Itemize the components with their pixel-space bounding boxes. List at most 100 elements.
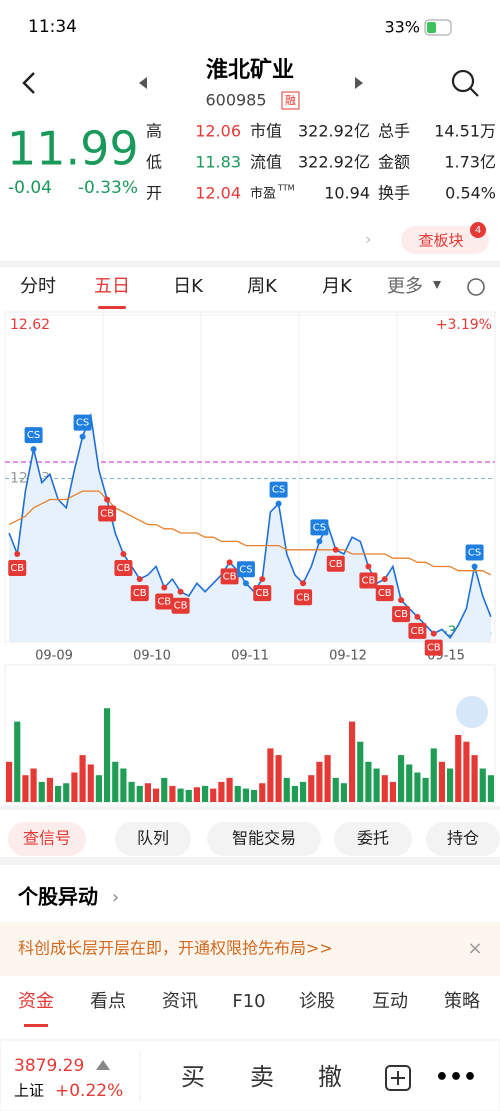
prev[interactable] — [139, 77, 147, 89]
stock-name: 淮北矿业 — [206, 57, 294, 83]
volume-bar — [349, 721, 356, 802]
stat-value: 10.94 — [324, 184, 370, 203]
stat-label: 低 — [146, 153, 162, 172]
volume-bar — [22, 775, 29, 802]
volume-bar — [242, 788, 249, 802]
volume-bar — [71, 772, 78, 802]
volume-bar — [136, 785, 143, 802]
content-tab[interactable]: 资金 — [18, 991, 54, 1012]
content-tab[interactable]: 策略 — [444, 991, 480, 1012]
badge-count: 4 — [475, 225, 481, 236]
volume-bar — [275, 755, 282, 802]
signal-label: CB — [410, 626, 424, 637]
tool-label[interactable]: 查信号 — [23, 829, 71, 848]
tool-btn[interactable] — [426, 822, 500, 856]
tool-label[interactable]: 队列 — [137, 829, 169, 848]
content-tab[interactable]: 看点 — [90, 991, 126, 1012]
volume-bar — [406, 764, 413, 802]
signal-label: CS — [76, 418, 89, 429]
tab[interactable]: 日K — [173, 276, 204, 297]
signal-label: CB — [157, 597, 171, 608]
signal-badge — [220, 568, 239, 585]
banner-bg[interactable] — [0, 922, 500, 976]
volume-bar — [251, 789, 258, 802]
content-tab[interactable]: 诊股 — [299, 991, 335, 1012]
add[interactable] — [385, 1065, 411, 1091]
signal-label: CB — [296, 592, 310, 603]
chevron: › — [365, 230, 371, 249]
settings[interactable] — [467, 278, 485, 296]
search[interactable] — [451, 69, 475, 93]
tab[interactable]: 分时 — [20, 276, 56, 297]
signal-dot — [104, 496, 111, 503]
tab[interactable]: 周K — [247, 276, 278, 297]
stat-value: 12.04 — [195, 184, 241, 203]
action[interactable]: 撤 — [318, 1063, 342, 1091]
volume-bar — [30, 768, 37, 802]
volume-bar — [177, 788, 184, 802]
zoom[interactable] — [456, 696, 488, 728]
footer — [0, 1039, 500, 1111]
volume-bar — [120, 768, 127, 802]
tab[interactable]: 更多 — [387, 276, 423, 297]
tool-label[interactable]: 智能交易 — [232, 829, 296, 848]
tab-underline — [24, 1024, 48, 1027]
next[interactable] — [355, 77, 363, 89]
x-tick-label: 09-09 — [35, 649, 73, 664]
signal-dot — [471, 563, 478, 570]
volume-bar — [389, 781, 396, 802]
content-tab[interactable]: 资讯 — [162, 991, 198, 1012]
volume-bar — [226, 777, 233, 802]
back[interactable] — [22, 72, 35, 94]
tab[interactable]: 五日 — [94, 276, 130, 297]
tool-btn[interactable] — [8, 822, 86, 856]
banner[interactable]: 科创成长层开层在即，开通权限抢先布局>> — [18, 939, 333, 958]
section-title: 个股异动 — [17, 885, 98, 909]
battery-level — [427, 22, 436, 33]
volume-bar — [95, 775, 102, 802]
signal-label: CS — [27, 430, 40, 441]
signal-badge — [130, 585, 149, 602]
sector-label[interactable]: 查板块 — [418, 232, 463, 250]
action[interactable]: 买 — [181, 1063, 205, 1091]
volume-bar — [283, 777, 290, 802]
signal-dot — [177, 588, 184, 595]
volume-bar — [6, 761, 13, 802]
signal-badge — [155, 593, 174, 610]
signal-label: CS — [272, 485, 285, 496]
action[interactable]: 卖 — [250, 1063, 274, 1091]
x-tick-label: 09-12 — [329, 649, 367, 664]
tool-btn[interactable] — [334, 822, 412, 856]
tool-label[interactable]: 持仓 — [447, 829, 479, 848]
sector-btn[interactable] — [401, 226, 489, 254]
signal-badge — [375, 585, 394, 602]
signal-label: CB — [255, 588, 269, 599]
tab[interactable]: 月K — [322, 276, 353, 297]
signal-label: CS — [313, 522, 326, 533]
volume-bar — [447, 768, 454, 802]
stat-value: 1.73亿 — [444, 153, 496, 172]
volume-bar — [487, 775, 494, 802]
content-tab[interactable]: 互动 — [372, 991, 408, 1012]
signal-label: CB — [116, 563, 130, 574]
signal-badge — [392, 606, 411, 623]
tool-label[interactable]: 委托 — [357, 829, 389, 848]
battery: 33% — [384, 18, 420, 37]
tab-underline — [98, 306, 126, 309]
content-tab[interactable]: F10 — [232, 991, 265, 1012]
tool-btn[interactable] — [207, 822, 321, 856]
volume-bar — [87, 764, 94, 802]
more[interactable]: ••• — [435, 1065, 477, 1090]
volume-bar — [300, 781, 307, 802]
signal-badge — [236, 561, 255, 578]
volume-bar — [357, 741, 364, 802]
close[interactable]: × — [467, 938, 482, 959]
volume-bar — [193, 787, 200, 802]
index-pct: +0.22% — [55, 1081, 123, 1101]
tool-btn[interactable] — [115, 822, 191, 856]
y2-tick-label: +3.19% — [436, 317, 492, 333]
y-tick-label: 12.62 — [10, 317, 50, 333]
stat-label: 高 — [146, 122, 162, 141]
stat-value: 0.54% — [445, 184, 496, 203]
chevron: › — [112, 887, 119, 908]
